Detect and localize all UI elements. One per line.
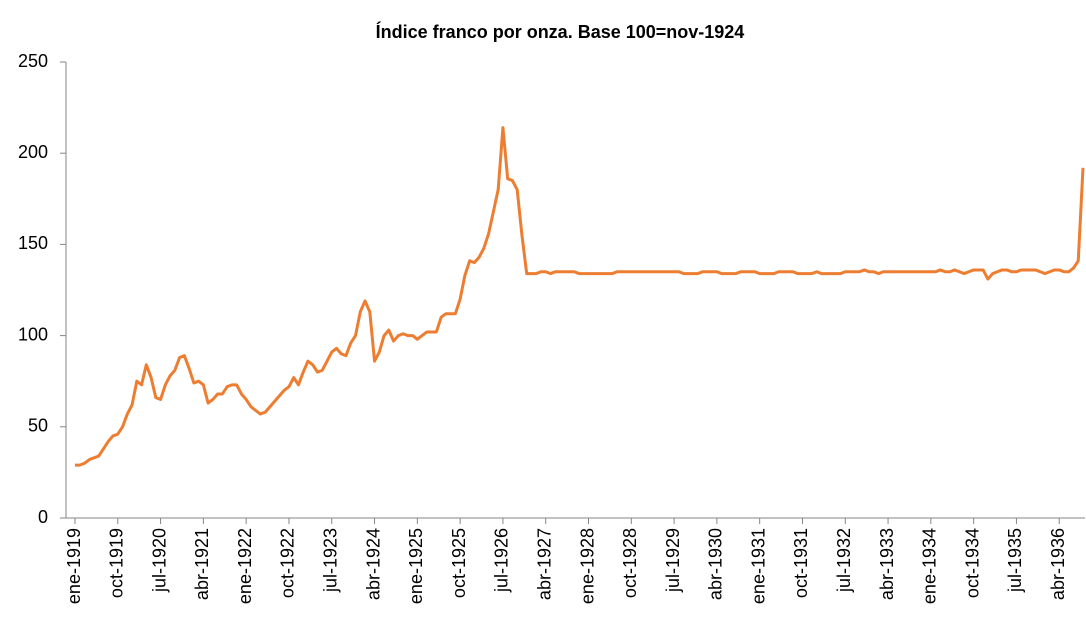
x-tick-label: abr-1930: [706, 528, 726, 600]
x-tick-label: ene-1925: [406, 528, 426, 604]
y-tick-label: 150: [18, 233, 48, 253]
x-tick-label: oct-1922: [278, 528, 298, 598]
x-tick-label: ene-1922: [235, 528, 255, 604]
x-tick-label: oct-1931: [791, 528, 811, 598]
y-tick-label: 0: [38, 507, 48, 527]
x-tick-label: jul-1929: [663, 528, 683, 593]
x-tick-label: oct-1934: [962, 528, 982, 598]
x-tick-label: abr-1936: [1048, 528, 1068, 600]
x-tick-label: ene-1928: [577, 528, 597, 604]
x-tick-label: jul-1920: [149, 528, 169, 593]
y-tick-label: 250: [18, 51, 48, 71]
x-tick-label: abr-1924: [363, 528, 383, 600]
x-tick-label: oct-1925: [449, 528, 469, 598]
x-tick-label: abr-1927: [534, 528, 554, 600]
y-tick-label: 200: [18, 142, 48, 162]
x-tick-label: abr-1933: [877, 528, 897, 600]
x-tick-label: abr-1921: [192, 528, 212, 600]
chart-title: Índice franco por onza. Base 100=nov-192…: [376, 21, 745, 42]
x-tick-label: jul-1926: [492, 528, 512, 593]
x-tick-label: jul-1923: [321, 528, 341, 593]
x-tick-label: ene-1919: [64, 528, 84, 604]
y-tick-label: 50: [28, 416, 48, 436]
y-tick-label: 100: [18, 324, 48, 344]
x-tick-label: oct-1928: [620, 528, 640, 598]
x-tick-label: jul-1932: [834, 528, 854, 593]
x-tick-label: ene-1934: [920, 528, 940, 604]
x-tick-label: jul-1935: [1005, 528, 1025, 593]
x-tick-label: ene-1931: [748, 528, 768, 604]
x-tick-label: oct-1919: [107, 528, 127, 598]
data-line: [75, 126, 1085, 467]
